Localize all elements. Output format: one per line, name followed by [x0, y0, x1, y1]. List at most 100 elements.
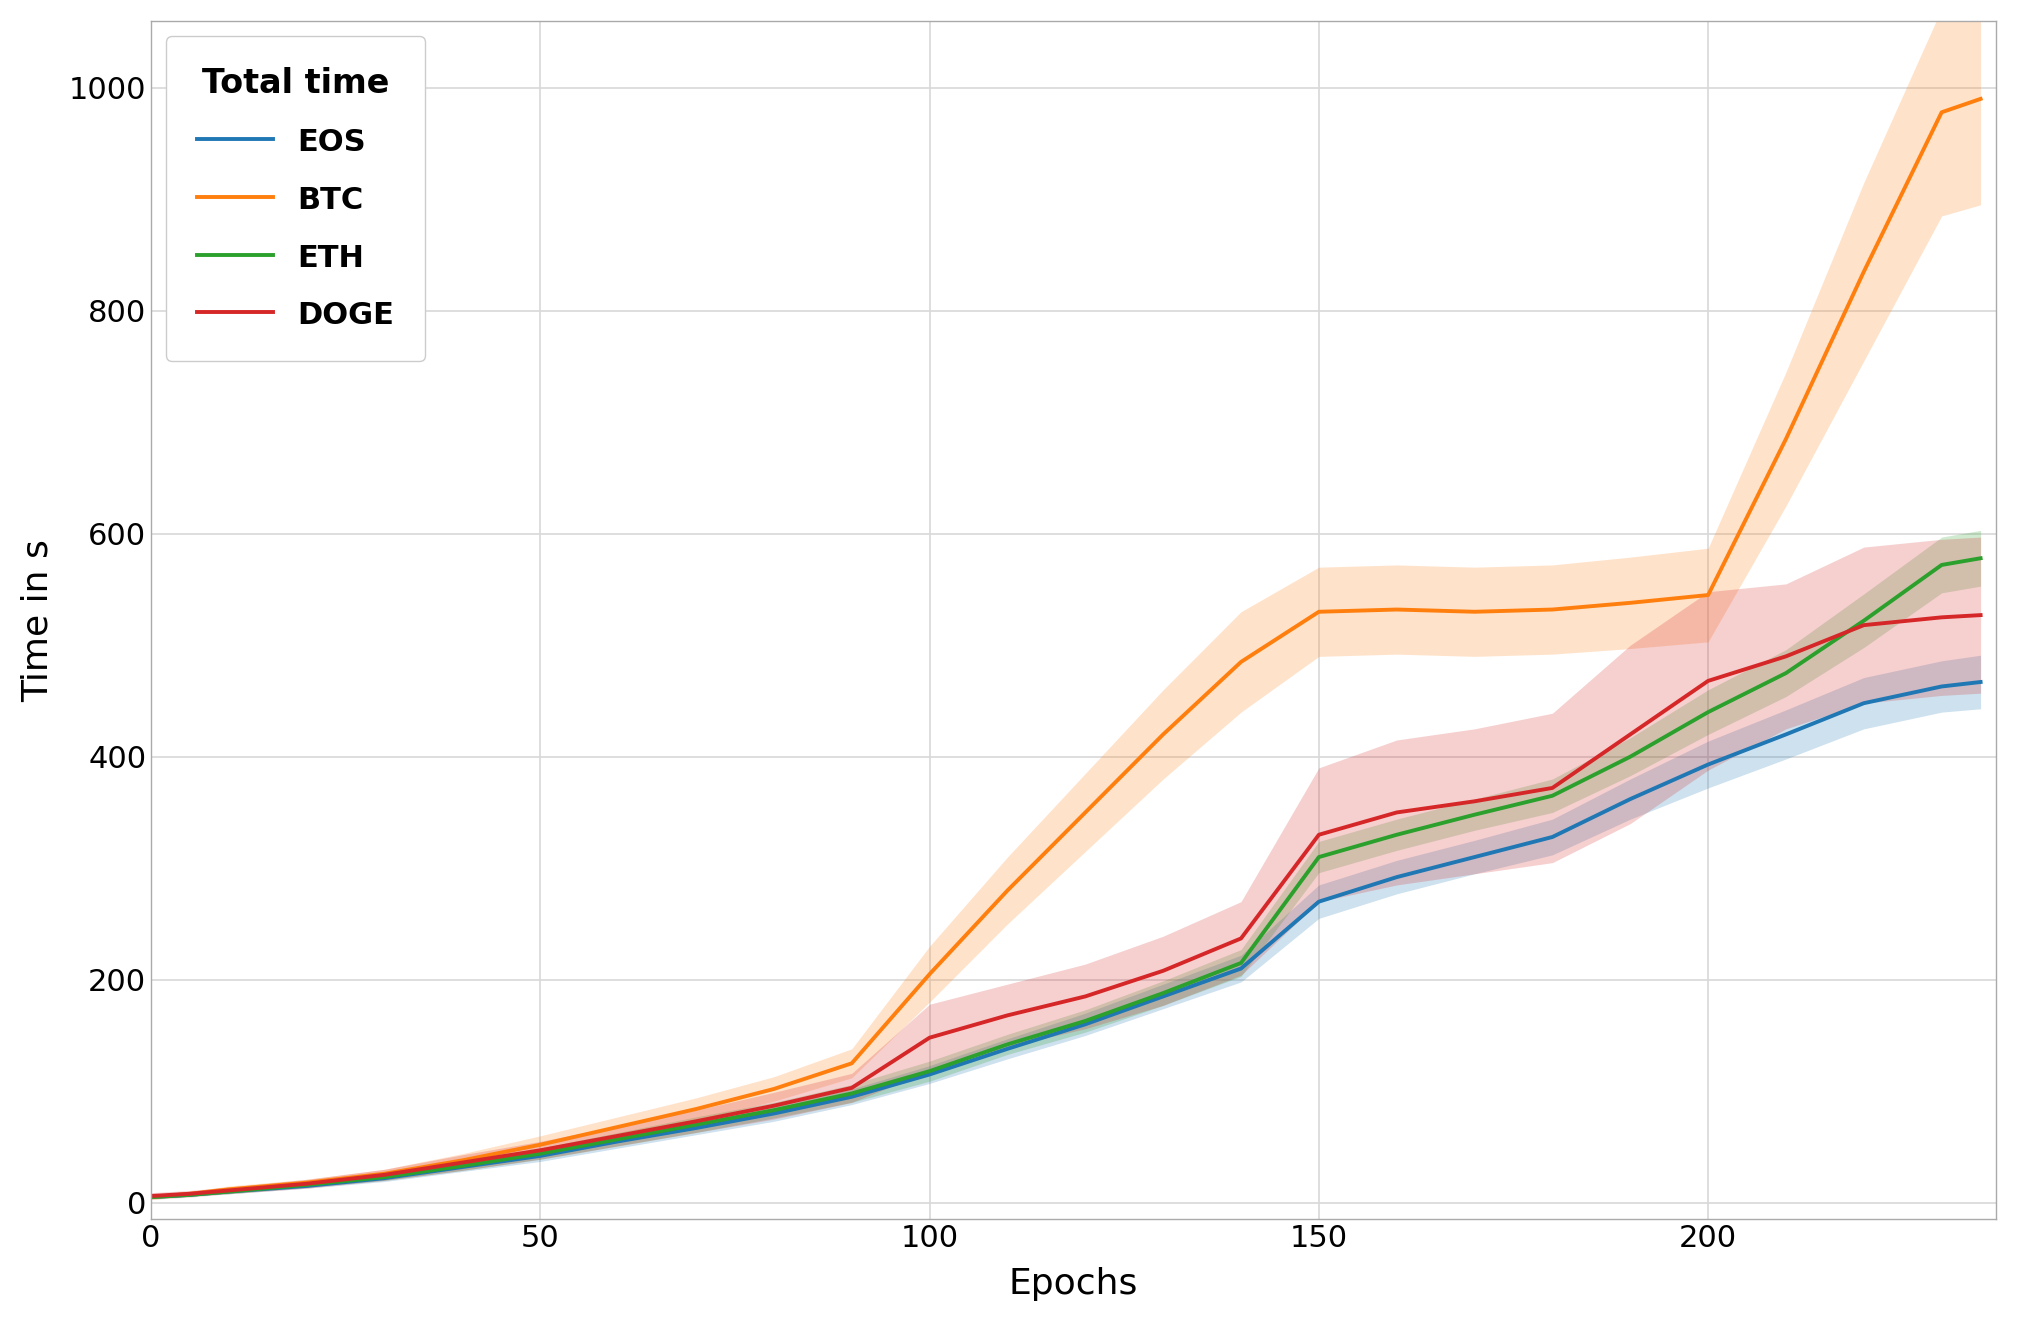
BTC: [1384, 602, 1408, 617]
BTC: [1462, 604, 1487, 620]
EOS: [1384, 869, 1408, 884]
BTC: [605, 1118, 629, 1134]
EOS: [1930, 678, 1954, 694]
BTC: [218, 1182, 242, 1198]
DOGE: [605, 1128, 629, 1144]
ETH: [294, 1177, 319, 1192]
ETH: [1773, 665, 1797, 681]
EOS: [762, 1105, 787, 1121]
ETH: [218, 1183, 242, 1199]
EOS: [1618, 791, 1642, 806]
DOGE: [762, 1097, 787, 1113]
BTC: [1852, 264, 1876, 280]
BTC: [918, 966, 942, 982]
DOGE: [373, 1167, 397, 1183]
DOGE: [1618, 727, 1642, 743]
Line: EOS: EOS: [151, 682, 1981, 1198]
EOS: [294, 1178, 319, 1194]
DOGE: [839, 1080, 863, 1096]
Y-axis label: Time in s: Time in s: [20, 538, 54, 702]
ETH: [1228, 954, 1253, 970]
EOS: [1152, 989, 1176, 1005]
DOGE: [1384, 805, 1408, 821]
EOS: [684, 1120, 708, 1136]
DOGE: [1541, 780, 1565, 796]
ETH: [1696, 705, 1721, 720]
DOGE: [1152, 962, 1176, 978]
EOS: [1696, 756, 1721, 772]
Line: ETH: ETH: [151, 558, 1981, 1198]
EOS: [1773, 727, 1797, 743]
BTC: [528, 1137, 553, 1153]
ETH: [1073, 1013, 1097, 1029]
ETH: [1307, 849, 1331, 865]
ETH: [762, 1103, 787, 1118]
DOGE: [450, 1154, 474, 1170]
ETH: [684, 1117, 708, 1133]
EOS: [1228, 961, 1253, 977]
EOS: [1307, 894, 1331, 910]
DOGE: [1696, 673, 1721, 689]
BTC: [1307, 604, 1331, 620]
ETH: [1852, 613, 1876, 629]
EOS: [139, 1190, 163, 1206]
BTC: [373, 1166, 397, 1182]
BTC: [294, 1175, 319, 1191]
ETH: [1930, 557, 1954, 572]
EOS: [177, 1187, 202, 1203]
ETH: [839, 1085, 863, 1101]
DOGE: [1073, 989, 1097, 1005]
ETH: [1618, 748, 1642, 764]
BTC: [177, 1186, 202, 1202]
DOGE: [1969, 607, 1993, 623]
BTC: [450, 1153, 474, 1169]
BTC: [684, 1101, 708, 1117]
ETH: [139, 1190, 163, 1206]
DOGE: [294, 1175, 319, 1191]
DOGE: [1930, 609, 1954, 625]
EOS: [450, 1159, 474, 1175]
ETH: [1541, 788, 1565, 804]
EOS: [1541, 829, 1565, 845]
BTC: [1696, 587, 1721, 603]
ETH: [1384, 826, 1408, 842]
Legend: EOS, BTC, ETH, DOGE: EOS, BTC, ETH, DOGE: [165, 36, 426, 361]
ETH: [1969, 550, 1993, 566]
DOGE: [1773, 648, 1797, 664]
DOGE: [1228, 931, 1253, 947]
BTC: [1773, 431, 1797, 447]
EOS: [839, 1089, 863, 1105]
BTC: [1930, 104, 1954, 120]
BTC: [762, 1081, 787, 1097]
X-axis label: Epochs: Epochs: [1008, 1268, 1138, 1301]
BTC: [1618, 595, 1642, 611]
DOGE: [684, 1113, 708, 1129]
EOS: [528, 1147, 553, 1163]
ETH: [528, 1146, 553, 1162]
DOGE: [994, 1007, 1019, 1023]
BTC: [1228, 654, 1253, 670]
DOGE: [1462, 793, 1487, 809]
ETH: [1152, 985, 1176, 1001]
DOGE: [528, 1142, 553, 1158]
BTC: [139, 1190, 163, 1206]
ETH: [994, 1036, 1019, 1052]
ETH: [1462, 806, 1487, 822]
BTC: [1152, 727, 1176, 743]
EOS: [1969, 674, 1993, 690]
EOS: [994, 1040, 1019, 1056]
ETH: [177, 1187, 202, 1203]
ETH: [605, 1132, 629, 1147]
DOGE: [1307, 826, 1331, 842]
BTC: [1541, 602, 1565, 617]
ETH: [373, 1169, 397, 1185]
EOS: [1073, 1017, 1097, 1032]
Line: DOGE: DOGE: [151, 615, 1981, 1196]
DOGE: [918, 1030, 942, 1046]
BTC: [994, 883, 1019, 899]
BTC: [839, 1055, 863, 1071]
BTC: [1073, 805, 1097, 821]
EOS: [218, 1183, 242, 1199]
DOGE: [139, 1188, 163, 1204]
EOS: [1462, 849, 1487, 865]
